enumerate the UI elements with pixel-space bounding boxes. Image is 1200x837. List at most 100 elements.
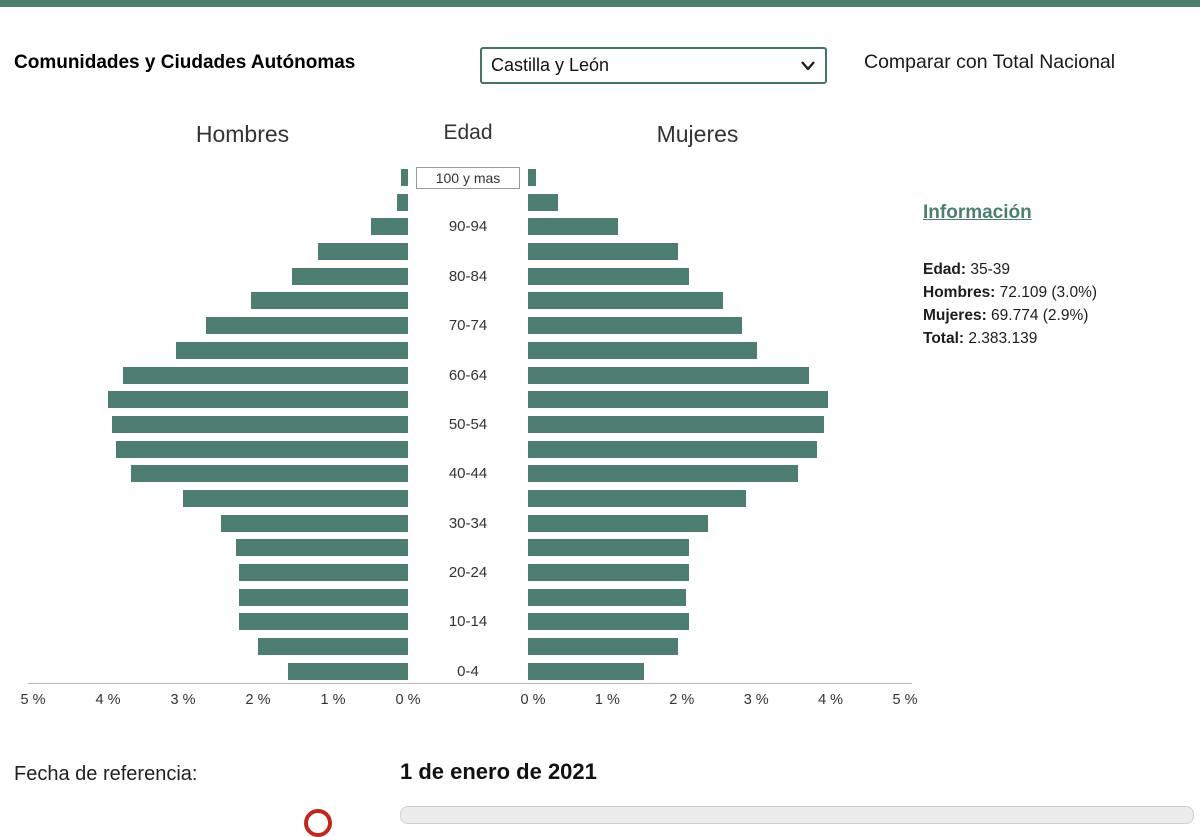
age-group-label: 90-94 xyxy=(448,218,488,236)
x-axis-men: 0 % 1 % 2 % 3 % 4 % 5 % xyxy=(21,692,421,712)
compare-national-link[interactable]: Comparar con Total Nacional xyxy=(864,51,1116,73)
region-select[interactable]: Castilla y León xyxy=(480,47,827,84)
women-bar-100 y mas[interactable] xyxy=(528,169,536,186)
info-rows: Edad: 35-39 Hombres: 72.109 (3.0%) Mujeres… xyxy=(923,258,1195,350)
women-bar-65-69[interactable] xyxy=(528,341,757,359)
women-bar-85-89[interactable] xyxy=(528,243,678,261)
info-row: Hombres: 72.109 (3.0%) xyxy=(923,284,1098,301)
x-tick-women-4: 4 % xyxy=(818,692,844,708)
pyramid-row: 10-14 xyxy=(30,613,908,631)
top-accent-bar xyxy=(0,0,1200,7)
info-title-link[interactable]: Información xyxy=(923,202,1032,223)
men-column-title: Hombres xyxy=(195,121,290,147)
x-tick-men-4: 4 % xyxy=(95,692,121,708)
pyramid-row: 30-34 xyxy=(30,514,908,532)
men-bar-5-9[interactable] xyxy=(258,638,408,656)
pyramid-row: 40-44 xyxy=(30,465,908,483)
women-bar-90-94[interactable] xyxy=(528,218,618,236)
women-bar-10-14[interactable] xyxy=(528,613,690,631)
x-tick-women-5: 5 % xyxy=(892,692,918,708)
info-row: Mujeres: 69.774 (2.9%) xyxy=(923,307,1089,324)
women-bar-45-49[interactable] xyxy=(528,440,817,458)
men-bar-80-84[interactable] xyxy=(291,267,408,285)
x-axis-women: 0 % 1 % 2 % 3 % 4 % 5 % xyxy=(521,692,918,712)
women-bar-30-34[interactable] xyxy=(528,514,708,532)
men-bar-65-69[interactable] xyxy=(175,341,408,359)
women-bar-50-54[interactable] xyxy=(528,415,825,433)
pyramid-row xyxy=(30,391,908,409)
pyramid-row xyxy=(30,292,908,310)
age-group-label: 10-14 xyxy=(448,613,488,631)
men-bar-15-19[interactable] xyxy=(239,588,408,606)
x-tick-men-2: 2 % xyxy=(245,692,271,708)
men-bar-70-74[interactable] xyxy=(205,317,408,335)
region-select-value: Castilla y León xyxy=(491,55,610,75)
pyramid-row xyxy=(30,539,908,557)
age-group-label: 50-54 xyxy=(448,415,488,433)
women-bar-40-44[interactable] xyxy=(528,465,798,483)
men-bar-60-64[interactable] xyxy=(123,366,408,384)
women-bar-55-59[interactable] xyxy=(528,391,828,409)
pyramid-row xyxy=(30,440,908,458)
chevron-down-icon xyxy=(801,61,815,70)
pyramid-row xyxy=(30,489,908,507)
men-bar-25-29[interactable] xyxy=(235,539,408,557)
men-bar-90-94[interactable] xyxy=(370,218,408,236)
pyramid-row xyxy=(30,243,908,261)
pyramid-row xyxy=(30,193,908,211)
region-selector-label: Comunidades y Ciudades Autónomas xyxy=(14,52,356,73)
women-bar-75-79[interactable] xyxy=(528,292,723,310)
men-bar-95-99[interactable] xyxy=(396,193,408,211)
pyramid-row: 60-64 xyxy=(30,366,908,384)
men-bar-85-89[interactable] xyxy=(318,243,408,261)
age-group-label: 30-34 xyxy=(448,514,488,532)
age-group-label: 100 y mas xyxy=(416,166,520,189)
women-bar-20-24[interactable] xyxy=(528,564,690,581)
men-bar-100 y mas[interactable] xyxy=(400,169,408,186)
men-bar-50-54[interactable] xyxy=(111,415,408,433)
men-bar-75-79[interactable] xyxy=(250,292,408,310)
men-bar-45-49[interactable] xyxy=(115,440,408,458)
age-group-label: 80-84 xyxy=(448,267,488,285)
play-button-icon[interactable] xyxy=(304,809,332,837)
women-bar-60-64[interactable] xyxy=(528,366,810,384)
x-tick-men-5: 5 % xyxy=(20,692,46,708)
age-column-title: Edad xyxy=(443,121,493,144)
men-bar-10-14[interactable] xyxy=(239,613,408,631)
info-row: Edad: 35-39 xyxy=(923,261,1011,278)
age-group-label: 40-44 xyxy=(448,465,488,483)
men-bar-55-59[interactable] xyxy=(108,391,408,409)
pyramid-row: 90-94 xyxy=(30,218,908,236)
men-bar-20-24[interactable] xyxy=(239,564,408,581)
pyramid-row: 100 y mas xyxy=(30,166,908,189)
timeline-slider[interactable] xyxy=(400,806,1194,824)
x-tick-women-1: 1 % xyxy=(594,692,620,708)
x-tick-women-0: 0 % xyxy=(520,692,546,708)
x-tick-women-3: 3 % xyxy=(743,692,769,708)
age-group-label: 70-74 xyxy=(448,317,488,335)
info-row: Total: 2.383.139 xyxy=(923,330,1038,347)
pyramid-row: 20-24 xyxy=(30,564,908,581)
women-bar-95-99[interactable] xyxy=(528,193,558,211)
x-axis-line xyxy=(28,683,912,684)
men-bar-0-4[interactable] xyxy=(288,662,408,680)
x-tick-men-3: 3 % xyxy=(170,692,196,708)
women-bar-5-9[interactable] xyxy=(528,638,678,656)
women-bar-35-39[interactable] xyxy=(528,489,746,507)
pyramid-row xyxy=(30,341,908,359)
women-bar-15-19[interactable] xyxy=(528,588,686,606)
pyramid-row xyxy=(30,638,908,656)
women-bar-0-4[interactable] xyxy=(528,662,645,680)
men-bar-30-34[interactable] xyxy=(220,514,408,532)
women-bar-80-84[interactable] xyxy=(528,267,690,285)
men-bar-40-44[interactable] xyxy=(130,465,408,483)
pyramid-row: 50-54 xyxy=(30,415,908,433)
age-group-label: 20-24 xyxy=(448,564,488,581)
population-pyramid: 100 y mas 90-94 80-84 70-74 60-64 50-54 40-44 3… xyxy=(30,166,908,680)
age-group-label: 60-64 xyxy=(448,366,488,384)
women-bar-70-74[interactable] xyxy=(528,317,742,335)
women-bar-25-29[interactable] xyxy=(528,539,690,557)
x-tick-men-1: 1 % xyxy=(320,692,346,708)
info-panel: Información Edad: 35-39 Hombres: 72.109 (… xyxy=(923,202,1195,350)
men-bar-35-39[interactable] xyxy=(183,489,408,507)
